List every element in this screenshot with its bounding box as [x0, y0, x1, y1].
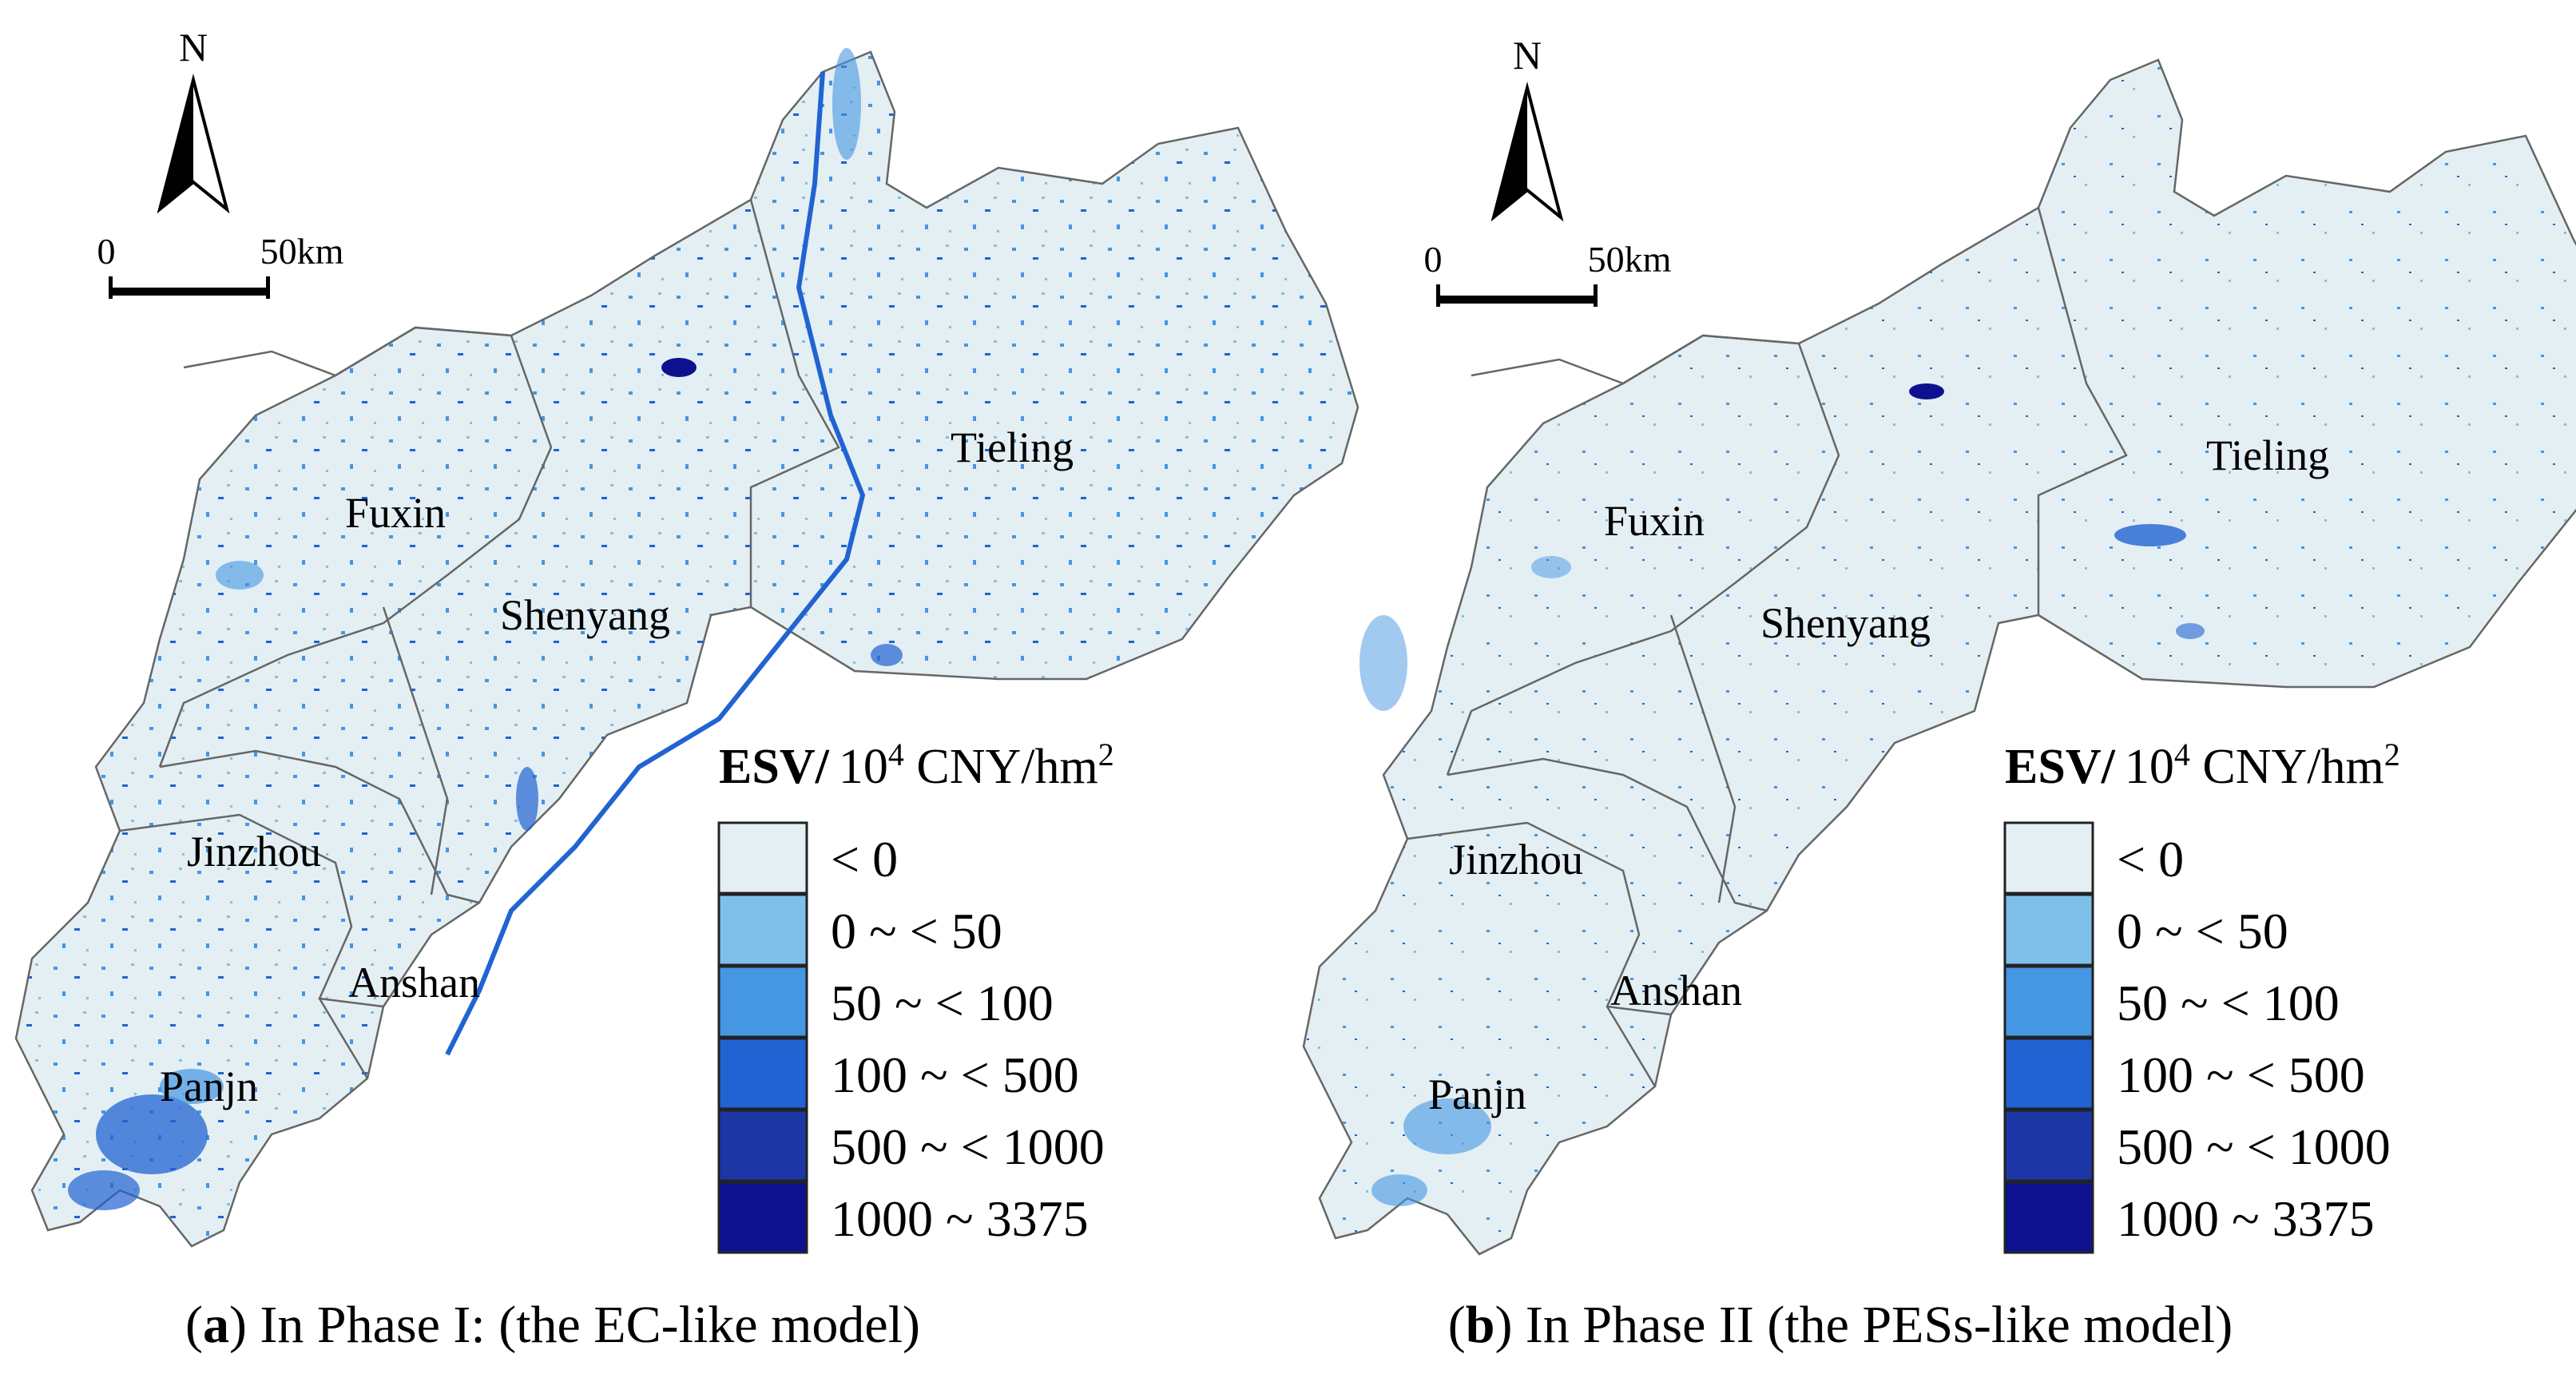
legend-swatch	[717, 893, 808, 967]
legend-label: 100 ~ < 500	[2117, 1046, 2365, 1103]
north-label: N	[179, 25, 208, 69]
scale-start-label: 0	[97, 231, 116, 272]
panel-b: N 0 50km Fuxin Shenyang Tieling Jinzhou …	[1302, 33, 2576, 1354]
legend-swatch	[717, 1109, 808, 1182]
legend-swatch	[2003, 965, 2094, 1038]
legend-label: < 0	[2117, 831, 2184, 888]
region-label-anshan: Anshan	[1610, 967, 1742, 1015]
region-label-panjn: Panjn	[160, 1062, 258, 1110]
legend-swatch	[717, 821, 808, 895]
north-arrow: N	[1490, 33, 1564, 222]
north-label: N	[1513, 33, 1542, 77]
legend-swatch	[717, 1037, 808, 1110]
water-patches	[1359, 383, 2205, 1206]
water-patches	[68, 48, 903, 1210]
legend-label: 500 ~ < 1000	[2117, 1118, 2391, 1175]
district-boundaries	[1407, 207, 2128, 1087]
legend-swatch	[717, 1181, 808, 1254]
legend-label: 1000 ~ 3375	[2117, 1190, 2375, 1247]
scale-bar: 0 50km	[97, 231, 344, 299]
region-label-shenyang: Shenyang	[500, 591, 670, 639]
legend-label: 1000 ~ 3375	[831, 1190, 1089, 1247]
region-label-jinzhou: Jinzhou	[187, 828, 321, 876]
region-label-tieling: Tieling	[2206, 431, 2329, 479]
legend-label: 100 ~ < 500	[831, 1046, 1079, 1103]
region-label-fuxin: Fuxin	[1604, 497, 1705, 545]
legend-label: 50 ~ < 100	[2117, 975, 2340, 1031]
legend-title: ESV/104 CNY/hm2	[2005, 737, 2400, 794]
legend-label: < 0	[831, 831, 898, 888]
map-area	[1302, 58, 2576, 1256]
region-labels: Fuxin Shenyang Tieling Jinzhou Anshan Pa…	[160, 423, 1074, 1110]
legend-swatch	[2003, 821, 2094, 895]
panel-caption: (b) In Phase II (the PESs-like model)	[1448, 1296, 2233, 1354]
river-channel	[445, 71, 866, 1056]
region-label-panjn: Panjn	[1428, 1070, 1526, 1118]
legend-label: 0 ~ < 50	[2117, 903, 2288, 959]
legend-swatch	[2003, 1109, 2094, 1182]
legend-label: 50 ~ < 100	[831, 975, 1054, 1031]
legend-title: ESV/104 CNY/hm2	[719, 737, 1114, 794]
region-label-shenyang: Shenyang	[1760, 599, 1931, 647]
legend-swatch	[717, 965, 808, 1038]
panel-a: N 0 50km Fuxin Shenyang Tieling Jinzhou …	[14, 25, 1359, 1354]
region-label-jinzhou: Jinzhou	[1449, 836, 1583, 884]
legend: ESV/104 CNY/hm2 < 0 0 ~ < 50 50 ~ < 100 100…	[2003, 737, 2400, 1254]
scale-bar: 0 50km	[1424, 239, 1672, 307]
scale-end-label: 50km	[1588, 239, 1672, 280]
map-area	[14, 48, 1359, 1248]
scale-start-label: 0	[1424, 239, 1443, 280]
scale-end-label: 50km	[260, 231, 344, 272]
legend-label: 500 ~ < 1000	[831, 1118, 1105, 1175]
legend: ESV/104 CNY/hm2 < 0 0 ~ < 50 50 ~ < 100 100…	[717, 737, 1114, 1254]
district-boundaries	[119, 199, 840, 1079]
north-arrow: N	[157, 25, 230, 214]
region-label-fuxin: Fuxin	[345, 489, 446, 537]
legend-swatch	[2003, 893, 2094, 967]
region-label-anshan: Anshan	[348, 959, 480, 1007]
legend-label: 0 ~ < 50	[831, 903, 1002, 959]
legend-swatch	[2003, 1037, 2094, 1110]
panel-caption: (a) In Phase I: (the EC-like model)	[185, 1296, 920, 1354]
region-labels: Fuxin Shenyang Tieling Jinzhou Anshan Pa…	[1428, 431, 2329, 1118]
region-label-tieling: Tieling	[951, 423, 1074, 471]
legend-swatch	[2003, 1181, 2094, 1254]
